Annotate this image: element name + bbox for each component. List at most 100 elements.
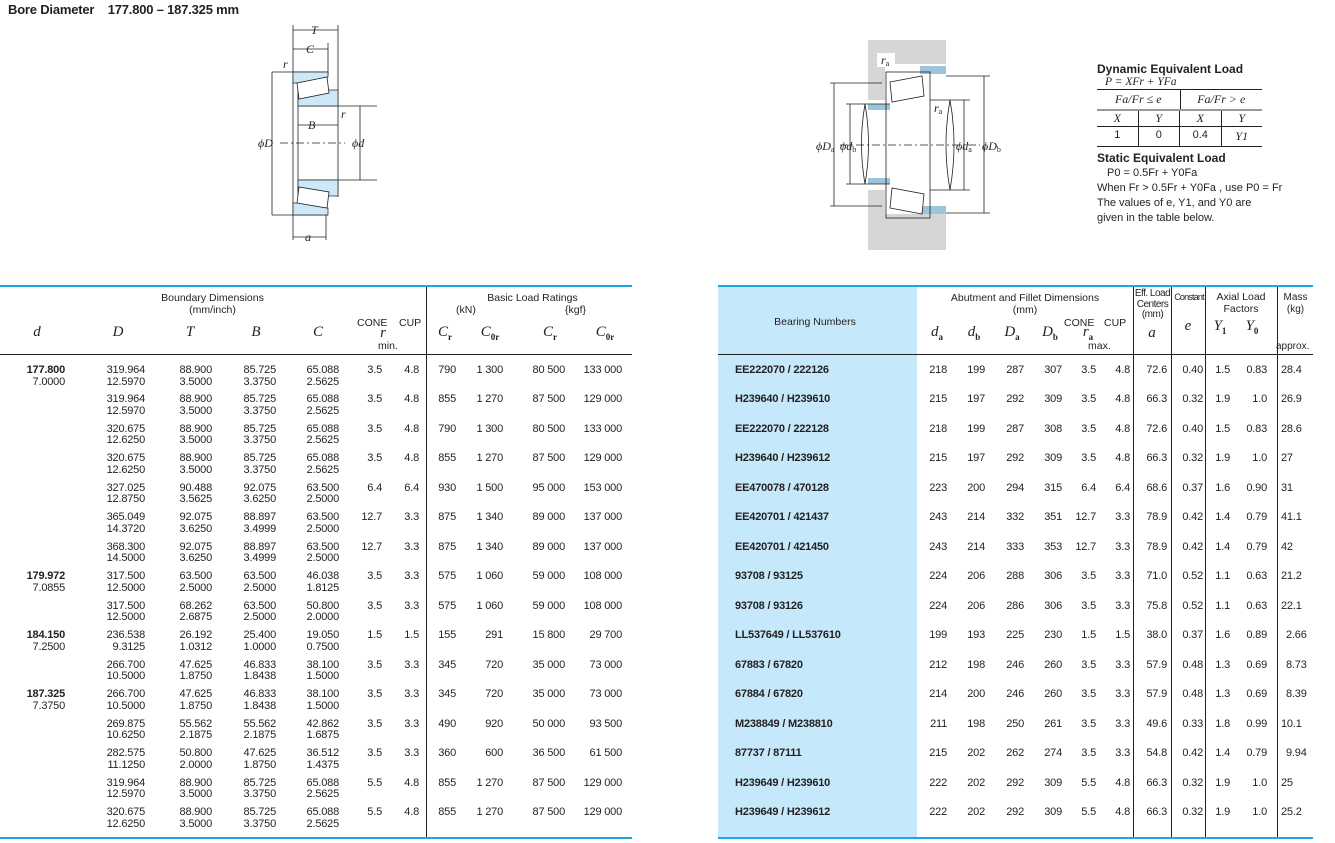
cr-kgf: 87 500 — [532, 452, 566, 465]
mass: 25.2 — [1281, 806, 1302, 819]
width-B: 63.500 2.5000 — [243, 599, 277, 624]
ra-cone: 12.7 — [1075, 540, 1096, 553]
cr-kgf: 87 500 — [532, 806, 566, 819]
column-divider — [1171, 287, 1172, 837]
ra-cone: 1.5 — [1081, 629, 1096, 642]
dim-T: T — [311, 23, 319, 37]
width-C: 63.500 2.5000 — [306, 511, 340, 535]
ra-cone: 3.5 — [1081, 688, 1096, 701]
da: 212 — [929, 658, 947, 671]
page-title: Bore Diameter 177.800 – 187.325 mm — [8, 2, 249, 17]
width-B: 85.725 3.3750 — [243, 393, 277, 417]
Db-val: 351 — [1044, 511, 1062, 524]
table-row: 179.972 7.0855 317.500 12.5000 63.500 2.5000 6… — [0, 571, 632, 597]
group-abutment: Abutment and Fillet Dimensions (mm) — [950, 292, 1100, 316]
column-symbol-r: r — [380, 325, 386, 341]
width-C: 65.088 2.5625 — [306, 422, 340, 447]
ra-cone: 3.5 — [1081, 393, 1096, 406]
mass: 22.1 — [1281, 599, 1302, 612]
Db-val: 308 — [1044, 422, 1062, 435]
cr-kn: 855 — [438, 776, 456, 789]
c0r-kgf: 29 700 — [589, 629, 623, 642]
r-cone: 3.5 — [367, 688, 382, 701]
width-T: 92.075 3.6250 — [179, 540, 213, 565]
cr-kn: 155 — [438, 629, 456, 642]
ra-cup: 3.3 — [1115, 658, 1130, 671]
Y0: 0.79 — [1246, 511, 1267, 524]
condition-le-e: Fa/Fr ≤ e — [1097, 90, 1181, 109]
approx-label: approx. — [1276, 341, 1310, 352]
static-load-title: Static Equivalent Load — [1097, 151, 1226, 165]
outer-D: 266.700 10.5000 — [106, 688, 146, 712]
a: 78.9 — [1146, 511, 1167, 524]
width-B: 25.400 1.0000 — [243, 629, 277, 653]
da: 223 — [929, 481, 947, 494]
bearing-number: LL537649 / LL537610 — [735, 629, 841, 642]
dim-r-inner: r — [341, 107, 346, 121]
Db-val: 309 — [1044, 393, 1062, 406]
table-row: H239640 / H239612 215 197 292 309 3.5 4.8 66.3 0… — [0, 453, 1335, 479]
Db-val: 274 — [1044, 747, 1062, 760]
e: 0.37 — [1182, 481, 1203, 494]
table-bottom-rule — [0, 837, 632, 839]
bearing-number: EE222070 / 222128 — [735, 422, 829, 435]
cr-kgf: 59 000 — [532, 570, 566, 583]
bearing-number: H239640 / H239612 — [735, 452, 831, 465]
group-boundary-dimensions: Boundary Dimensions (mm/inch) — [161, 292, 264, 316]
c0r-kn: 1 340 — [476, 540, 503, 553]
da: 215 — [929, 747, 947, 760]
header-X: X — [1097, 111, 1139, 126]
r-cone: 3.5 — [367, 717, 382, 730]
r-cone: 6.4 — [367, 481, 382, 494]
Y0: 0.99 — [1246, 717, 1267, 730]
da: 199 — [929, 629, 947, 642]
ra-cup: 3.3 — [1115, 688, 1130, 701]
column-symbol-Cr: Cr — [437, 324, 452, 342]
r-cup: 4.8 — [404, 393, 419, 406]
c0r-kgf: 108 000 — [583, 599, 623, 612]
Db-val: 306 — [1044, 570, 1062, 583]
da: 243 — [929, 540, 947, 553]
e: 0.33 — [1182, 717, 1203, 730]
db: 199 — [967, 422, 985, 435]
value-X: 0.4 — [1180, 127, 1222, 146]
width-C: 65.088 2.5625 — [306, 776, 340, 801]
width-C: 46.038 1.8125 — [306, 570, 340, 594]
cr-kgf: 89 000 — [532, 540, 566, 553]
cr-kgf: 80 500 — [532, 364, 566, 376]
ra-cup: 4.8 — [1115, 452, 1130, 465]
e: 0.40 — [1182, 422, 1203, 435]
db: 200 — [967, 688, 985, 701]
e: 0.42 — [1182, 747, 1203, 760]
r-cup: 3.3 — [404, 688, 419, 701]
outer-D: 320.675 12.6250 — [106, 452, 146, 476]
ra-cup: 4.8 — [1115, 364, 1130, 376]
r-cone: 12.7 — [361, 511, 382, 524]
cr-kgf: 15 800 — [532, 629, 566, 642]
width-T: 88.900 3.5000 — [179, 806, 213, 830]
da: 243 — [929, 511, 947, 524]
outer-D: 269.875 10.6250 — [106, 717, 146, 742]
cr-kgf: 35 000 — [532, 658, 566, 671]
bearing-number: EE420701 / 421450 — [735, 540, 829, 553]
ra-cup: 3.3 — [1115, 599, 1130, 612]
table-row: 282.575 11.1250 50.800 2.0000 47.625 1.8750 36… — [0, 748, 632, 774]
Da-val: 292 — [1006, 393, 1024, 406]
db: 193 — [967, 629, 985, 642]
Y0: 0.69 — [1246, 688, 1267, 701]
c0r-kgf: 108 000 — [583, 570, 623, 583]
db: 206 — [967, 570, 985, 583]
table-row: 368.300 14.5000 92.075 3.6250 88.897 3.4999 63… — [0, 540, 632, 568]
cr-kgf: 80 500 — [532, 422, 566, 435]
bearing-number: 93708 / 93125 — [735, 570, 803, 583]
width-T: 47.625 1.8750 — [179, 688, 213, 712]
table-top-rule — [0, 285, 632, 287]
width-B: 85.725 3.3750 — [243, 422, 277, 447]
cup-label: CUP — [399, 317, 422, 329]
table-row: 319.964 12.5970 88.900 3.5000 85.725 3.3750 65… — [0, 776, 632, 804]
table-row: 93708 / 93125 224 206 288 306 3.5 3.3 71.0 0.52 1… — [0, 571, 1335, 597]
Y0: 0.83 — [1246, 422, 1267, 435]
db: 202 — [967, 806, 985, 819]
c0r-kgf: 73 000 — [589, 688, 623, 701]
Db-val: 309 — [1044, 776, 1062, 789]
